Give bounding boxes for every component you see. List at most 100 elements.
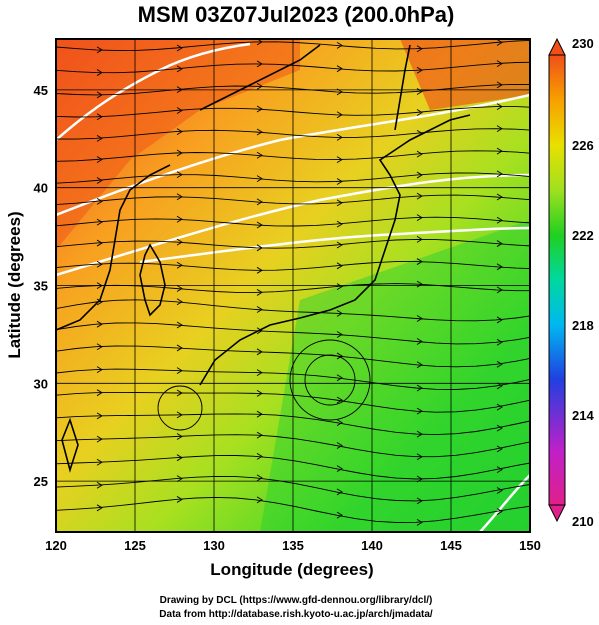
streamline: [56, 299, 530, 322]
streamline-arrow: [496, 60, 503, 67]
streamline-arrow: [416, 171, 423, 179]
china-coastline: [56, 164, 171, 331]
streamline-arrow: [336, 241, 343, 249]
streamline-arrow: [496, 508, 503, 515]
streamlines: [56, 39, 530, 526]
streamline-arrow: [416, 66, 423, 74]
streamline: [56, 238, 530, 249]
streamline-gyre: [157, 385, 203, 431]
colorbar-tick-label: 210: [572, 514, 594, 529]
streamline-arrow: [416, 109, 423, 116]
streamline-arrow: [176, 107, 183, 114]
colorbar-labels: 230 226 222 218 214 210: [572, 36, 594, 529]
colorbar-tick-label: 214: [572, 408, 594, 423]
latitude-ticks: 25 30 35 40 45: [34, 83, 48, 489]
streamline-arrow: [256, 128, 263, 136]
streamline-arrow: [256, 60, 263, 68]
streamline-arrow: [416, 236, 423, 243]
streamline-arrow: [256, 369, 263, 377]
streamline-arrow: [336, 111, 343, 119]
streamline-arrow: [176, 193, 183, 201]
streamline-arrow: [176, 149, 183, 157]
streamline-arrow: [256, 306, 263, 313]
streamline-arrow: [336, 374, 343, 382]
streamline-arrow: [256, 289, 263, 296]
streamline-arrow: [176, 298, 183, 306]
colorbar-tick-label: 226: [572, 138, 594, 153]
streamline-arrow: [256, 431, 263, 439]
streamline-arrow: [416, 150, 423, 158]
sakhalin-coastline: [394, 44, 411, 131]
streamline: [56, 368, 530, 390]
streamline-arrow: [336, 42, 343, 49]
streamline-arrow: [256, 198, 263, 206]
streamline-arrow: [416, 45, 423, 53]
streamline-arrow: [96, 260, 103, 268]
streamline-arrow: [256, 151, 263, 159]
chart-title: MSM 03Z07Jul2023 (200.0hPa): [138, 2, 455, 27]
lat-tick-label: 25: [34, 474, 48, 489]
streamline-arrow: [416, 258, 423, 265]
streamline-arrow: [176, 128, 183, 135]
lat-tick-label: 45: [34, 83, 48, 98]
streamline-arrow: [176, 433, 183, 440]
streamline: [56, 128, 530, 140]
streamline-arrow: [416, 430, 423, 438]
streamline-arrow: [96, 46, 103, 54]
streamline-arrow: [256, 348, 263, 356]
streamline: [56, 172, 530, 184]
streamline-arrow: [176, 44, 183, 52]
streamline-arrow: [416, 338, 423, 345]
streamline-arrow: [336, 178, 343, 185]
streamline-arrow: [416, 192, 423, 200]
streamline-arrow: [176, 285, 183, 292]
streamline: [56, 391, 530, 413]
credit-line-1: Drawing by DCL (https://www.gfd-dennou.o…: [160, 595, 433, 606]
streamline-arrow: [96, 366, 103, 373]
lon-tick-label: 125: [124, 538, 146, 553]
streamline-arrow: [256, 496, 263, 504]
streamline-arrow: [496, 338, 503, 346]
credit-line-2: Data from http://database.rish.kyoto-u.a…: [159, 609, 433, 620]
streamline-arrow: [496, 286, 503, 294]
streamline: [56, 434, 530, 458]
lon-tick-label: 150: [519, 538, 541, 553]
y-axis-label: Latitude (degrees): [5, 211, 24, 358]
streamline-arrow: [176, 215, 183, 223]
longitude-ticks: 120 125 130 135 140 145 150: [45, 538, 541, 553]
lat-tick-label: 30: [34, 376, 48, 391]
colorbar-tick-label: 230: [572, 36, 594, 51]
streamline: [56, 261, 530, 271]
streamline-arrow: [96, 298, 103, 306]
streamline-arrow: [176, 65, 183, 73]
lon-tick-label: 140: [361, 538, 383, 553]
streamline-arrow: [96, 435, 103, 443]
streamline-arrow: [496, 382, 503, 390]
streamline-arrow: [416, 497, 423, 505]
streamline-arrow: [96, 113, 103, 121]
lat-tick-label: 40: [34, 181, 48, 196]
streamline-gyre: [304, 354, 356, 406]
streamline-arrow: [496, 103, 503, 110]
lon-tick-label: 135: [282, 538, 304, 553]
streamline-arrow: [256, 175, 263, 182]
colorbar-tick-label: 218: [572, 318, 594, 333]
streamline: [56, 194, 530, 206]
streamline-arrow: [496, 39, 503, 46]
streamline-arrow: [336, 396, 343, 404]
lon-tick-label: 145: [440, 538, 462, 553]
streamline-arrow: [256, 221, 263, 229]
streamline-arrow: [96, 239, 103, 247]
streamline-arrow: [256, 452, 263, 460]
lon-tick-label: 130: [203, 538, 225, 553]
streamline-arrow: [336, 488, 343, 496]
streamline-arrow: [336, 199, 343, 207]
streamline-arrow: [496, 240, 503, 247]
streamline-arrow: [496, 403, 503, 411]
streamline-arrow: [416, 453, 423, 461]
plot-frame: [55, 38, 531, 533]
streamline-arrow: [96, 343, 103, 351]
streamline-arrow: [336, 331, 343, 338]
streamline-arrow: [416, 384, 423, 392]
streamline-arrow: [496, 466, 503, 474]
